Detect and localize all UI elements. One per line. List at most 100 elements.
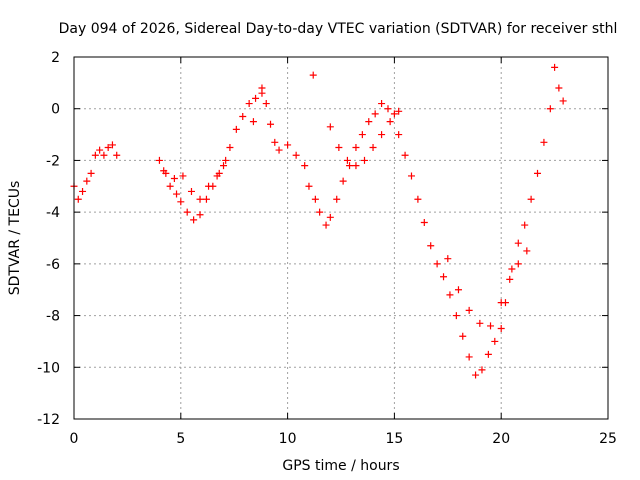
data-point (497, 299, 505, 307)
x-tick-label: 10 (279, 431, 297, 447)
data-point (262, 100, 270, 108)
data-point (343, 156, 351, 164)
data-point (487, 322, 495, 330)
data-point (258, 89, 266, 97)
data-point (113, 151, 121, 159)
data-point (452, 312, 460, 320)
data-point (100, 151, 108, 159)
y-tick-label: -12 (37, 412, 60, 428)
data-point (155, 156, 163, 164)
data-point (104, 144, 112, 151)
data-point (232, 125, 240, 133)
data-point (249, 118, 257, 126)
y-tick-label: 0 (51, 102, 60, 118)
data-point (245, 100, 253, 108)
data-point (360, 156, 368, 164)
data-point (465, 353, 473, 361)
data-point (305, 182, 313, 190)
data-point (414, 195, 422, 203)
data-point (454, 286, 462, 294)
data-point (358, 131, 366, 139)
data-point (390, 110, 398, 118)
y-tick-label: -8 (46, 309, 60, 325)
data-point (301, 162, 309, 170)
data-point (271, 138, 279, 146)
data-point (239, 112, 247, 120)
data-point (91, 151, 99, 159)
data-point (179, 172, 187, 180)
data-point (427, 242, 435, 250)
data-point (444, 255, 452, 263)
data-point (74, 195, 82, 203)
data-point (183, 208, 191, 216)
x-axis-label: GPS time / hours (282, 458, 399, 474)
y-tick-label: -10 (37, 360, 60, 376)
data-point (173, 190, 181, 198)
data-point (476, 319, 484, 327)
data-point (352, 144, 360, 151)
x-tick-label: 0 (70, 431, 79, 447)
data-point (497, 325, 505, 332)
data-point (369, 144, 377, 151)
data-points (70, 63, 567, 379)
x-tick-label: 5 (176, 431, 185, 447)
data-point (284, 141, 292, 149)
data-point (472, 371, 480, 379)
data-point (527, 195, 535, 203)
data-point (386, 118, 394, 126)
data-point (484, 350, 492, 358)
data-point (523, 247, 531, 255)
plot-frame (73, 56, 609, 420)
data-point (508, 265, 516, 273)
data-point (465, 306, 473, 314)
data-point (459, 332, 467, 340)
data-point (309, 71, 317, 79)
data-point (177, 198, 185, 206)
data-point (384, 105, 392, 113)
y-tick-label: 2 (51, 50, 60, 66)
data-point (395, 107, 403, 115)
data-point (333, 195, 341, 203)
data-point (440, 273, 448, 281)
data-point (205, 182, 213, 190)
data-point (371, 110, 379, 118)
data-point (87, 169, 95, 177)
data-point (96, 146, 104, 154)
data-point (326, 123, 334, 131)
data-point (187, 187, 195, 195)
grid-lines (74, 57, 608, 419)
data-point (521, 221, 529, 229)
data-point (534, 169, 542, 177)
x-tick-label: 15 (385, 431, 403, 447)
data-point (514, 239, 522, 247)
data-point (546, 105, 554, 113)
data-point (378, 131, 386, 139)
data-point (401, 151, 409, 159)
chart-title: Day 094 of 2026, Sidereal Day-to-day VTE… (59, 21, 618, 37)
data-point (316, 208, 324, 216)
data-point (196, 195, 204, 203)
data-point (446, 291, 454, 299)
data-point (190, 216, 198, 224)
data-point (202, 195, 210, 203)
data-point (540, 138, 548, 146)
data-point (551, 63, 559, 71)
data-point (166, 182, 174, 190)
data-point (322, 221, 330, 229)
y-axis-label: SDTVAR / TECUs (7, 181, 23, 296)
y-tick-label: -4 (46, 205, 60, 221)
data-point (514, 260, 522, 268)
data-point (433, 260, 441, 268)
data-point (196, 211, 204, 219)
data-point (213, 172, 221, 180)
data-point (339, 177, 347, 185)
data-point (220, 162, 228, 170)
data-point (79, 187, 87, 195)
data-point (292, 151, 300, 159)
x-tick-label: 25 (599, 431, 617, 447)
data-point (222, 156, 230, 164)
data-point (365, 118, 373, 126)
data-point (311, 195, 319, 203)
